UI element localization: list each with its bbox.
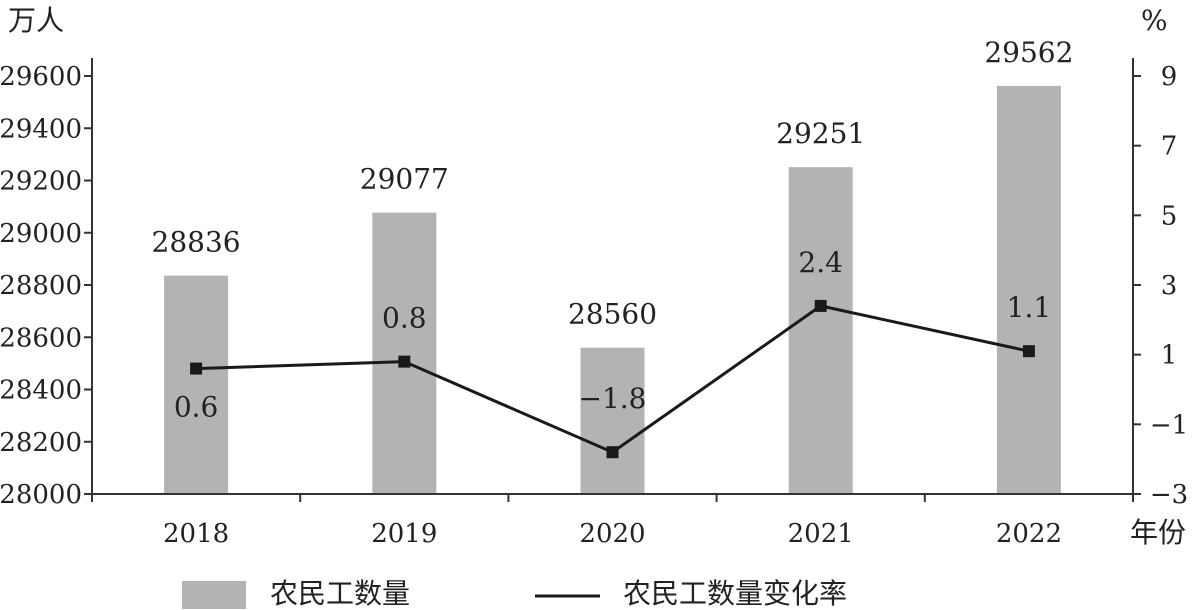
left-tick-label: 29600 [0, 62, 82, 92]
left-tick-label: 28000 [0, 480, 82, 510]
rate-value-label: 1.1 [1007, 291, 1052, 324]
rate-marker-2022 [1022, 345, 1035, 358]
rate-value-label: −1.8 [579, 382, 647, 415]
legend-line-label: 农民工数量变化率 [623, 577, 847, 610]
legend-bar-label: 农民工数量 [270, 577, 410, 610]
left-tick-label: 28600 [0, 323, 82, 353]
legend-bar-swatch [182, 581, 246, 609]
line-layer [190, 299, 1035, 459]
x-axis-unit: 年份 [1130, 516, 1186, 549]
rate-marker-2020 [606, 446, 619, 459]
bar-2019 [372, 212, 437, 495]
right-tick-label: 3 [1161, 271, 1178, 301]
bar-2021 [788, 167, 853, 494]
axes-layer: 万人 % 年份 28000 28200 28400 28600 28800 29000 29… [0, 4, 1188, 549]
right-axis-unit: % [1141, 4, 1168, 37]
bar-value-label: 28836 [152, 226, 241, 259]
bar-2018 [164, 275, 229, 494]
bar-2020 [580, 347, 645, 494]
bar-value-label: 29077 [360, 163, 449, 196]
left-axis-unit: 万人 [8, 4, 64, 37]
left-tick-label: 29400 [0, 114, 82, 144]
legend: 农民工数量 农民工数量变化率 [182, 577, 847, 610]
x-tick-label: 2022 [996, 519, 1062, 549]
left-tick-label: 29000 [0, 219, 82, 249]
x-tick-label: 2020 [579, 519, 645, 549]
rate-marker-2018 [190, 362, 203, 375]
left-tick-label: 29200 [0, 167, 82, 197]
right-tick-label: 5 [1161, 201, 1178, 231]
rate-marker-2019 [398, 355, 411, 368]
x-tick-label: 2018 [163, 519, 229, 549]
right-tick-label: 7 [1161, 132, 1178, 162]
right-tick-label: −1 [1150, 410, 1188, 440]
right-tick-label: 1 [1161, 341, 1178, 371]
bar-2022 [996, 85, 1061, 495]
bar-value-label: 28560 [568, 298, 657, 331]
rate-value-label: 2.4 [798, 246, 843, 279]
rate-value-label: 0.8 [382, 302, 427, 335]
left-tick-label: 28800 [0, 271, 82, 301]
bars-layer [164, 85, 1061, 495]
right-tick-label: 9 [1161, 62, 1178, 92]
left-tick-label: 28400 [0, 376, 82, 406]
left-tick-label: 28200 [0, 428, 82, 458]
x-tick-label: 2019 [371, 519, 437, 549]
bar-value-label: 29251 [776, 117, 865, 150]
labels-layer: 28836 29077 28560 29251 29562 0.6 0.8 −1.8 2.4 1.… [152, 36, 1074, 424]
right-tick-label: −3 [1150, 480, 1188, 510]
rate-value-label: 0.6 [174, 391, 219, 424]
bar-value-label: 29562 [984, 36, 1073, 69]
x-tick-label: 2021 [788, 519, 854, 549]
rate-marker-2021 [814, 299, 827, 312]
